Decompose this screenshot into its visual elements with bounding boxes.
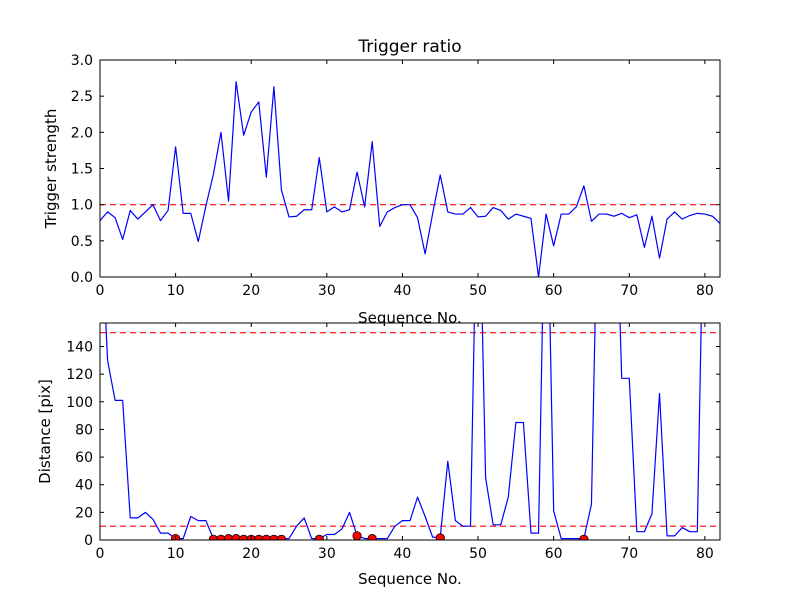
data-marker — [435, 533, 445, 540]
y-tick-label: 2.0 — [71, 125, 93, 141]
x-tick-label: 80 — [696, 283, 714, 299]
x-tick-label: 60 — [545, 283, 563, 299]
x-tick-label: 50 — [469, 546, 487, 562]
x-tick-label: 70 — [620, 283, 638, 299]
x-ticks: 0 10 20 30 40 50 60 70 80 — [96, 323, 714, 562]
chart-title: Trigger ratio — [357, 37, 461, 57]
y-tick-label: 2.5 — [71, 89, 93, 105]
x-tick-label: 40 — [394, 283, 412, 299]
y-axis-label: Distance [pix] — [36, 379, 54, 484]
y-ticks: 0.0 0.5 1.0 1.5 2.0 2.5 3.0 — [71, 53, 720, 286]
x-axis-label: Sequence No. — [358, 309, 462, 327]
series-line — [105, 323, 702, 540]
data-marker — [579, 534, 589, 540]
markers — [171, 531, 589, 540]
x-tick-label: 10 — [167, 546, 185, 562]
y-tick-label: 40 — [75, 478, 93, 494]
y-axis-label: Trigger strength — [42, 109, 60, 230]
x-tick-label: 0 — [96, 283, 105, 299]
series-lines — [100, 81, 720, 277]
data-marker — [254, 534, 264, 540]
x-tick-label: 10 — [167, 283, 185, 299]
y-tick-label: 60 — [75, 450, 93, 466]
x-tick-label: 30 — [318, 283, 336, 299]
x-tick-label: 30 — [318, 546, 336, 562]
y-ticks: 0 20 40 60 80 100 120 140 — [66, 339, 720, 549]
y-tick-label: 0.5 — [71, 234, 93, 250]
data-marker — [367, 534, 377, 540]
series-lines — [105, 323, 702, 540]
y-tick-label: 20 — [75, 505, 93, 521]
threshold-lines — [100, 332, 720, 527]
y-tick-label: 100 — [66, 395, 93, 411]
x-tick-label: 70 — [620, 546, 638, 562]
y-tick-label: 1.5 — [71, 162, 93, 178]
y-tick-label: 1.0 — [71, 198, 93, 214]
y-tick-label: 3.0 — [71, 53, 93, 69]
plot-frame — [99, 322, 721, 541]
series-line — [100, 81, 720, 277]
distance-chart: 0 10 20 30 40 50 60 70 80 0 20 40 60 80 100 120 140 Seq… — [36, 322, 721, 588]
x-tick-label: 0 — [96, 546, 105, 562]
data-marker — [269, 534, 279, 540]
y-tick-label: 0.0 — [71, 270, 93, 286]
x-tick-label: 20 — [242, 283, 260, 299]
x-axis-label: Sequence No. — [358, 570, 462, 588]
plot-frame — [99, 59, 721, 278]
y-tick-label: 120 — [66, 367, 93, 383]
data-marker — [216, 534, 226, 540]
x-tick-label: 20 — [242, 546, 260, 562]
x-tick-label: 40 — [394, 546, 412, 562]
x-tick-label: 50 — [469, 283, 487, 299]
data-marker — [261, 534, 271, 540]
data-marker — [239, 534, 249, 540]
x-tick-label: 60 — [545, 546, 563, 562]
trigger-ratio-chart: Trigger ratio 0 10 20 30 40 50 60 70 80 0.0 0.5 1.… — [42, 37, 721, 327]
data-marker — [276, 534, 287, 540]
data-marker — [208, 534, 219, 540]
y-tick-label: 140 — [66, 339, 93, 355]
y-tick-label: 80 — [75, 422, 93, 438]
y-tick-label: 0 — [84, 533, 93, 549]
x-tick-label: 80 — [696, 546, 714, 562]
data-marker — [231, 534, 241, 540]
data-marker — [223, 534, 234, 540]
data-marker — [314, 534, 324, 540]
x-ticks: 0 10 20 30 40 50 60 70 80 — [96, 60, 714, 299]
data-marker — [352, 531, 362, 540]
